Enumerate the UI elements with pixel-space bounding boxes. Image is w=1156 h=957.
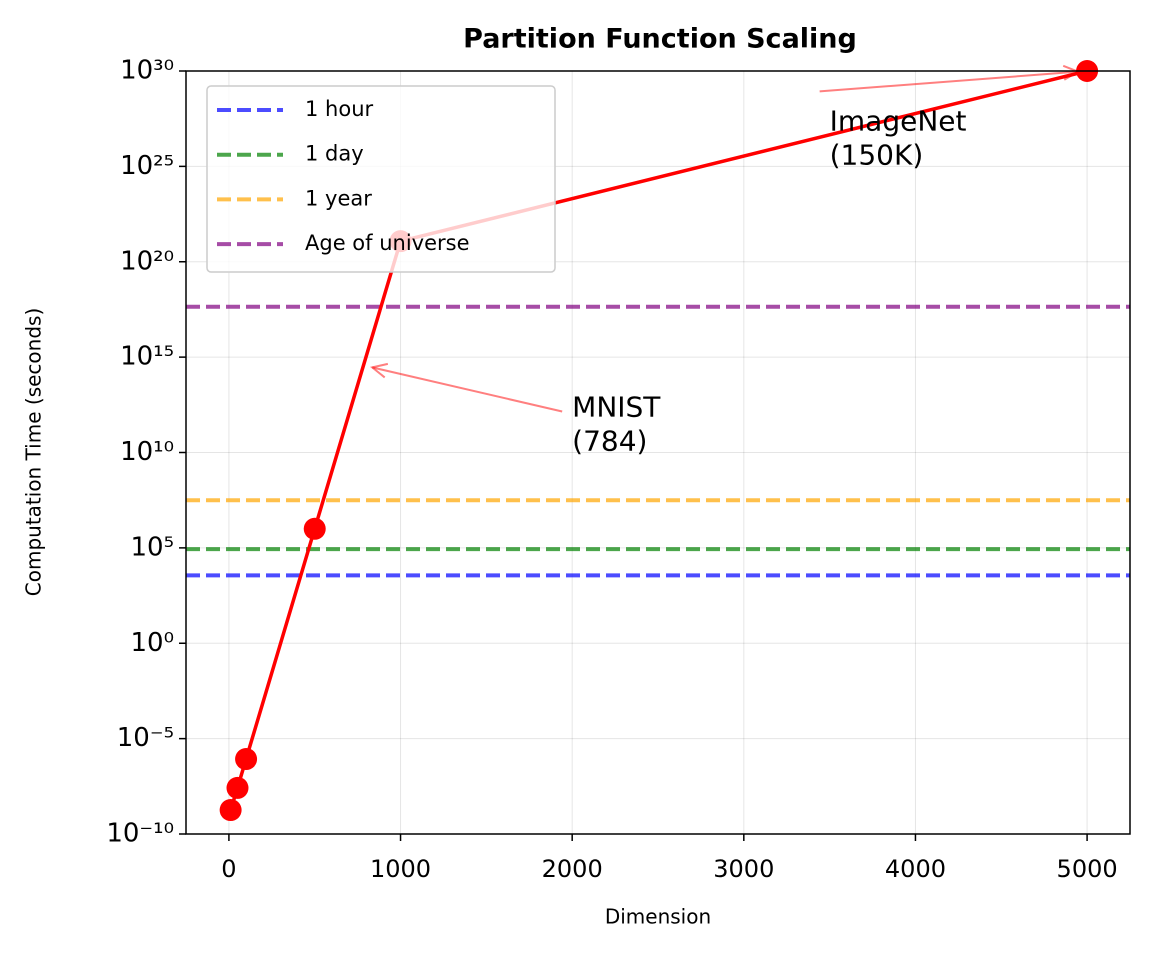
y-tick-label: 10⁻¹⁰	[106, 819, 174, 849]
y-tick-label: 10¹⁵	[120, 342, 174, 372]
x-tick-label: 5000	[1057, 855, 1118, 883]
x-tick-label: 4000	[885, 855, 946, 883]
data-point	[219, 799, 242, 822]
x-axis-label: Dimension	[605, 905, 711, 929]
annotation-arrow	[372, 366, 563, 413]
x-tick-label: 0	[221, 855, 236, 883]
arrow-head	[369, 362, 389, 379]
legend-box	[206, 85, 556, 273]
legend-label: 1 hour	[305, 97, 374, 121]
data-point	[303, 517, 326, 540]
annotation-text: MNIST	[572, 391, 661, 424]
legend-label: 1 day	[305, 142, 364, 166]
plot-frame	[185, 70, 1131, 835]
y-tick-label: 10¹⁰	[120, 437, 174, 467]
y-tick-label: 10²⁵	[120, 151, 174, 181]
y-tick-label: 10⁵	[130, 532, 174, 562]
y-tick-label: 10³⁰	[120, 56, 174, 86]
y-tick-label: 10⁻⁵	[117, 723, 174, 753]
annotation-text: ImageNet	[830, 104, 967, 137]
x-tick-label: 1000	[370, 855, 431, 883]
annotation-arrow	[819, 70, 1079, 93]
y-axis-label: Computation Time (seconds)	[22, 308, 46, 596]
annotation-text: (784)	[572, 425, 647, 458]
y-tick-label: 10²⁰	[120, 246, 174, 276]
x-tick-label: 2000	[542, 855, 603, 883]
legend-label: Age of universe	[305, 231, 470, 255]
y-tick-label: 10⁰	[130, 628, 174, 658]
data-point	[226, 776, 249, 799]
x-tick-label: 3000	[713, 855, 774, 883]
legend-label: 1 year	[305, 186, 372, 210]
annotation-text: (150K)	[830, 138, 924, 171]
chart-title: Partition Function Scaling	[463, 24, 857, 55]
data-point	[235, 748, 258, 771]
